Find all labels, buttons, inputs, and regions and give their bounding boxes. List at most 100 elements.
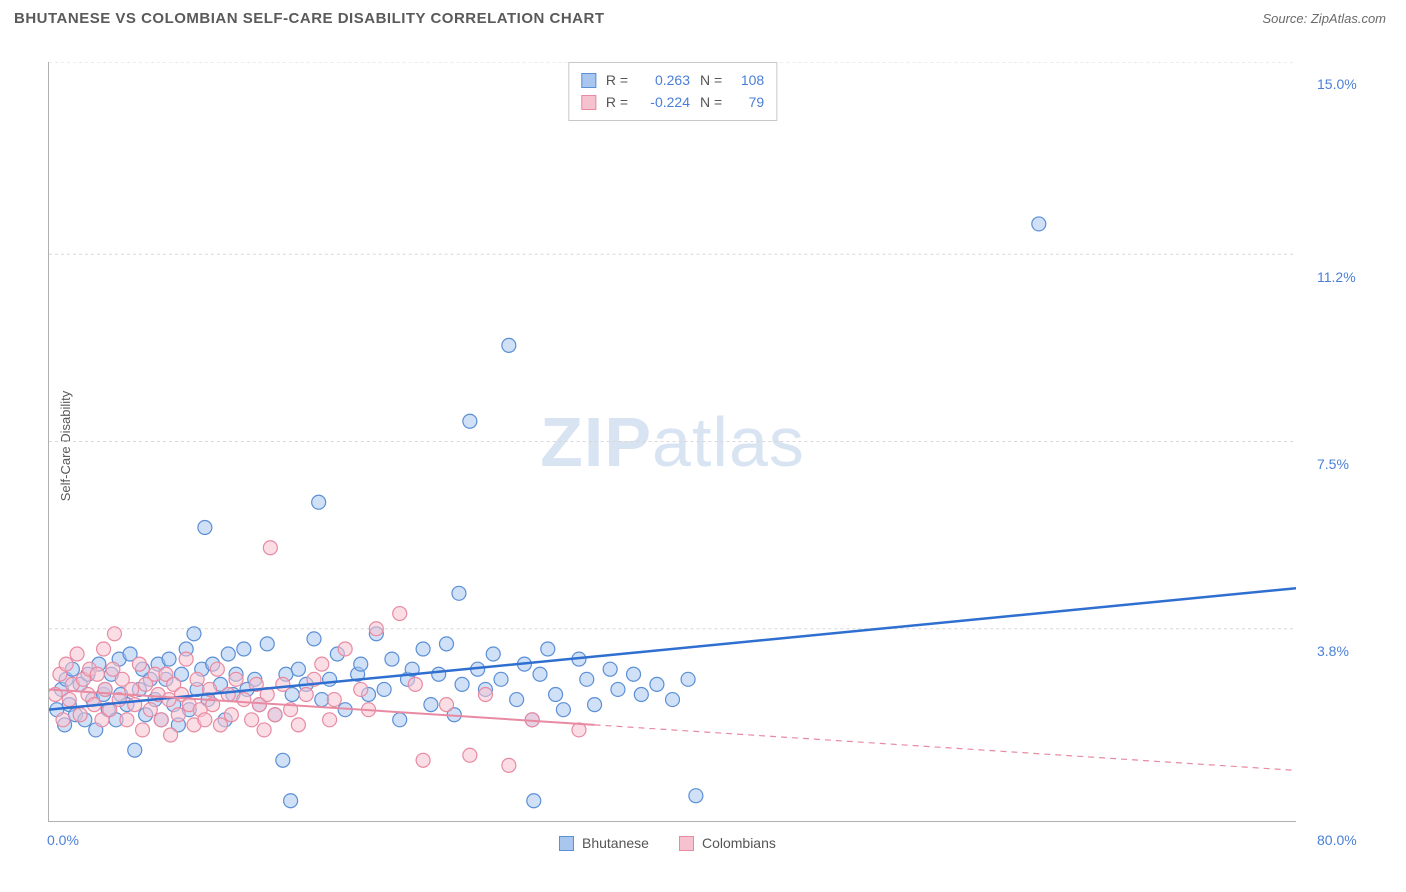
scatter-svg xyxy=(49,62,1296,821)
legend-item-bhutanese: Bhutanese xyxy=(559,835,649,851)
data-point xyxy=(463,414,477,428)
legend-row-colombians: R = -0.224 N = 79 xyxy=(581,91,764,113)
data-point xyxy=(408,677,422,691)
data-point xyxy=(527,794,541,808)
data-point xyxy=(432,667,446,681)
y-tick-label: 3.8% xyxy=(1317,643,1349,659)
data-point xyxy=(97,642,111,656)
data-point xyxy=(257,723,271,737)
data-point xyxy=(385,652,399,666)
data-point xyxy=(541,642,555,656)
data-point xyxy=(393,607,407,621)
data-point xyxy=(312,495,326,509)
correlation-legend: R = 0.263 N = 108 R = -0.224 N = 79 xyxy=(568,62,777,121)
source-attribution: Source: ZipAtlas.com xyxy=(1262,11,1386,26)
data-point xyxy=(580,672,594,686)
data-point xyxy=(291,662,305,676)
data-point xyxy=(284,794,298,808)
data-point xyxy=(224,708,238,722)
data-point xyxy=(634,688,648,702)
y-tick-label: 15.0% xyxy=(1317,76,1357,92)
swatch-bhutanese-icon xyxy=(559,836,574,851)
data-point xyxy=(681,672,695,686)
swatch-colombians xyxy=(581,95,596,110)
data-point xyxy=(611,682,625,696)
n-value-bhutanese: 108 xyxy=(732,69,764,91)
data-point xyxy=(338,642,352,656)
data-point xyxy=(393,713,407,727)
data-point xyxy=(221,688,235,702)
data-point xyxy=(416,753,430,767)
data-point xyxy=(59,657,73,671)
trend-line-extrapolated xyxy=(595,725,1296,771)
legend-label-colombians: Colombians xyxy=(702,835,776,851)
data-point xyxy=(143,703,157,717)
data-point xyxy=(455,677,469,691)
data-point xyxy=(327,693,341,707)
data-point xyxy=(120,713,134,727)
chart-title: BHUTANESE VS COLOMBIAN SELF-CARE DISABIL… xyxy=(14,10,605,27)
data-point xyxy=(478,688,492,702)
data-point xyxy=(198,521,212,535)
r-value-bhutanese: 0.263 xyxy=(638,69,690,91)
series-legend: Bhutanese Colombians xyxy=(559,835,776,851)
data-point xyxy=(291,718,305,732)
data-point xyxy=(213,718,227,732)
data-point xyxy=(627,667,641,681)
data-point xyxy=(354,657,368,671)
data-point xyxy=(190,672,204,686)
data-point xyxy=(237,642,251,656)
data-point xyxy=(276,677,290,691)
data-point xyxy=(128,743,142,757)
data-point xyxy=(260,637,274,651)
data-point xyxy=(510,693,524,707)
data-point xyxy=(198,713,212,727)
data-point xyxy=(307,632,321,646)
data-point xyxy=(588,698,602,712)
data-point xyxy=(70,647,84,661)
data-point xyxy=(237,693,251,707)
data-point xyxy=(463,748,477,762)
swatch-colombians-icon xyxy=(679,836,694,851)
data-point xyxy=(439,698,453,712)
data-point xyxy=(299,688,313,702)
data-point xyxy=(315,657,329,671)
legend-label-bhutanese: Bhutanese xyxy=(582,835,649,851)
data-point xyxy=(424,698,438,712)
data-point xyxy=(179,652,193,666)
data-point xyxy=(154,713,168,727)
data-point xyxy=(650,677,664,691)
y-tick-label: 7.5% xyxy=(1317,456,1349,472)
data-point xyxy=(689,789,703,803)
data-point xyxy=(132,657,146,671)
data-point xyxy=(187,627,201,641)
x-tick-label: 80.0% xyxy=(1317,832,1357,848)
data-point xyxy=(263,541,277,555)
data-point xyxy=(502,758,516,772)
data-point xyxy=(164,728,178,742)
data-point xyxy=(162,652,176,666)
data-point xyxy=(136,723,150,737)
data-point xyxy=(533,667,547,681)
x-tick-label: 0.0% xyxy=(47,832,79,848)
swatch-bhutanese xyxy=(581,73,596,88)
trend-line xyxy=(49,588,1296,709)
data-point xyxy=(486,647,500,661)
data-point xyxy=(354,682,368,696)
n-value-colombians: 79 xyxy=(732,91,764,113)
r-value-colombians: -0.224 xyxy=(638,91,690,113)
data-point xyxy=(416,642,430,656)
y-tick-label: 11.2% xyxy=(1317,269,1356,285)
data-point xyxy=(107,627,121,641)
data-point xyxy=(452,586,466,600)
data-point xyxy=(268,708,282,722)
data-point xyxy=(494,672,508,686)
data-point xyxy=(245,713,259,727)
chart-plot-area: ZIPatlas R = 0.263 N = 108 R = -0.224 N … xyxy=(48,62,1296,822)
data-point xyxy=(369,622,383,636)
data-point xyxy=(1032,217,1046,231)
data-point xyxy=(439,637,453,651)
data-point xyxy=(549,688,563,702)
data-point xyxy=(323,672,337,686)
data-point xyxy=(666,693,680,707)
